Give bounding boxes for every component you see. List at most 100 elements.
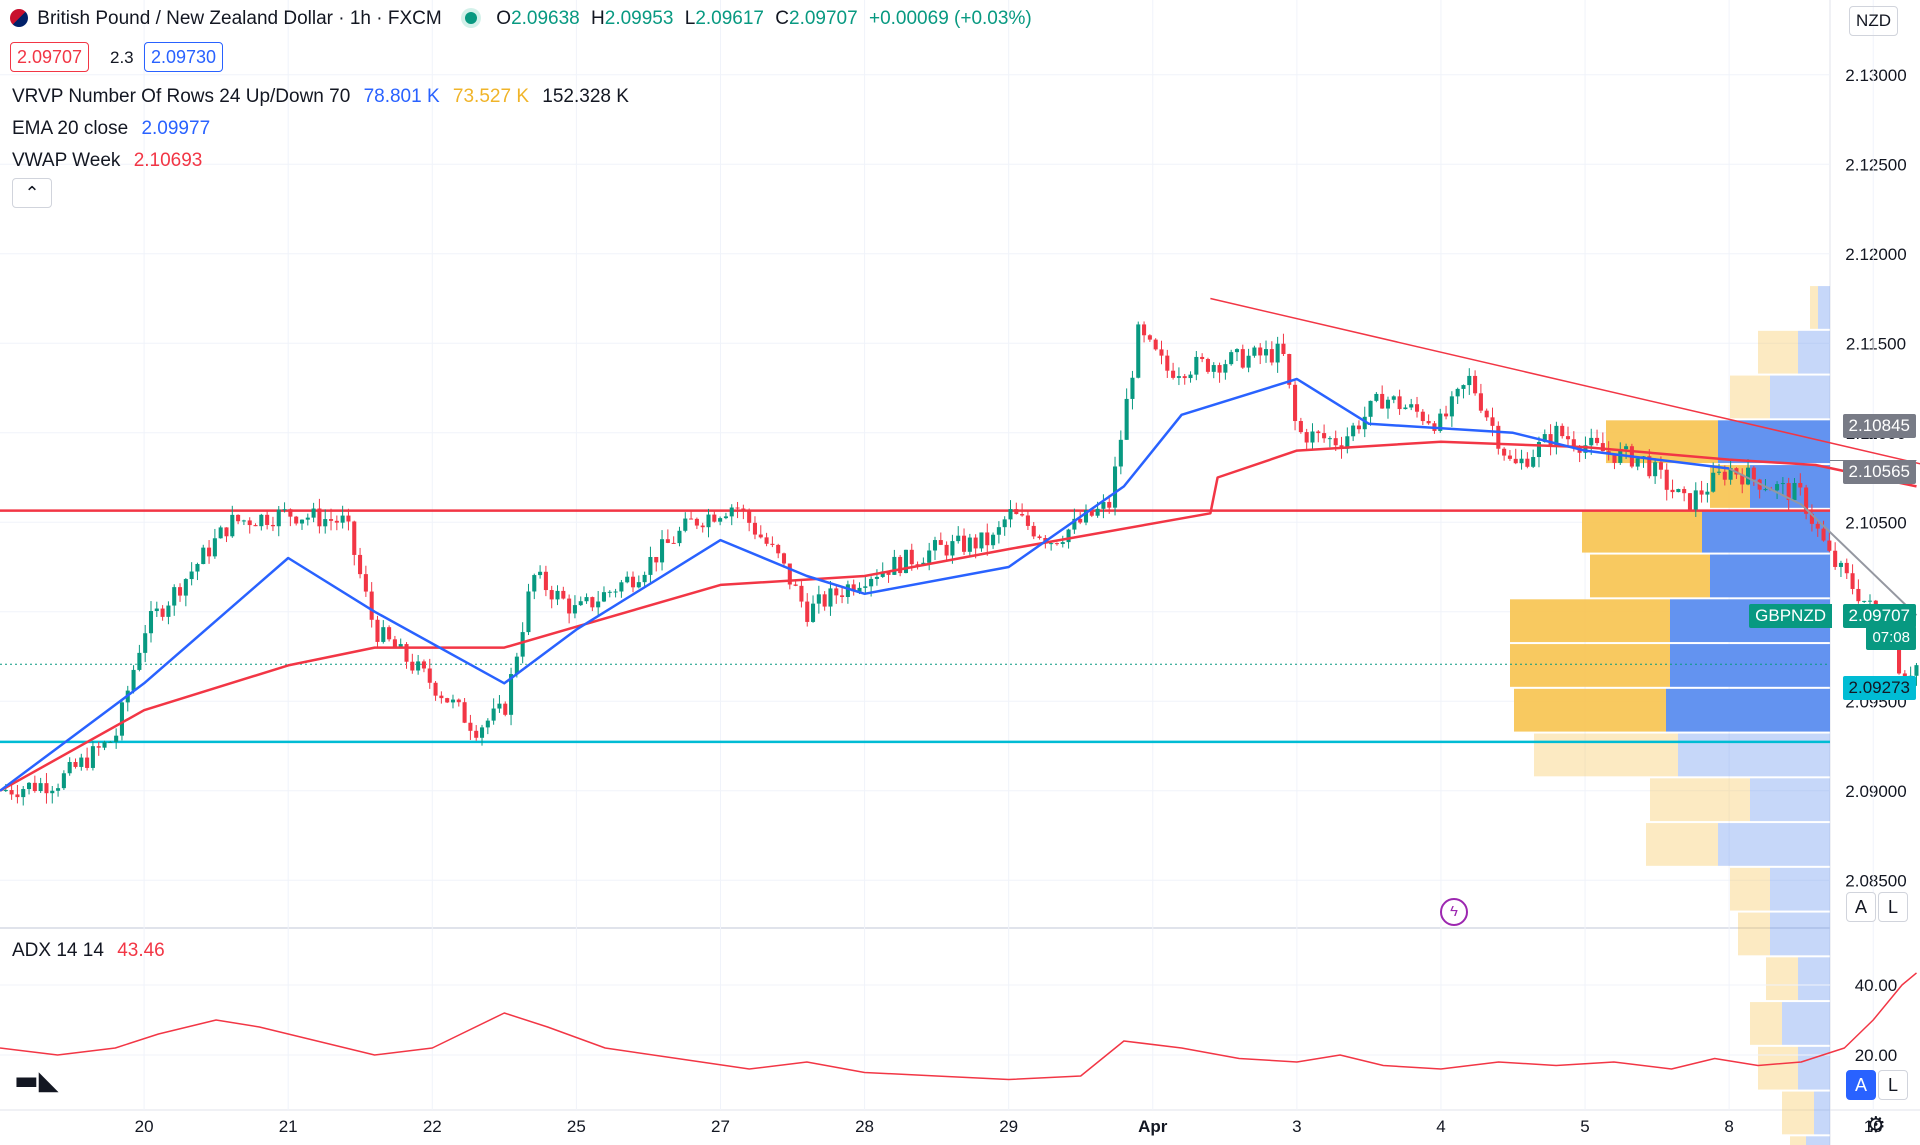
candle-body [1699, 490, 1704, 495]
candle-body [636, 582, 641, 588]
candle-body [1525, 458, 1530, 467]
support-price-tag: 2.09273 [1842, 676, 1916, 700]
candle-body [758, 534, 763, 538]
candle-body [1589, 437, 1594, 446]
candle-body [863, 586, 868, 588]
volume-profile-up-bar [1718, 420, 1830, 464]
candle-body [694, 518, 699, 526]
candle-body [1722, 471, 1727, 480]
currency-selector[interactable]: NZD [1849, 6, 1898, 36]
candle-body [119, 702, 124, 736]
candle-body [996, 527, 1001, 535]
candle-body [1136, 324, 1141, 378]
candle-body [334, 520, 339, 523]
candle-body [328, 519, 334, 521]
time-axis-label: 21 [279, 1117, 298, 1136]
candle-body [1862, 600, 1867, 602]
candle-body [1066, 529, 1071, 543]
candle-body [822, 594, 827, 607]
candle-body [1565, 436, 1571, 440]
candle-body [1124, 398, 1129, 440]
vwap-legend[interactable]: VWAP Week 2.10693 [12, 150, 203, 171]
candle-body [1385, 399, 1391, 409]
ema-legend[interactable]: EMA 20 close 2.09977 [12, 118, 211, 139]
candle-body [247, 520, 252, 526]
candle-body [1809, 513, 1814, 524]
ema20-line-latest [1728, 467, 1918, 617]
candle-body [392, 639, 397, 648]
candle-body [1345, 436, 1350, 449]
candle-body [1362, 416, 1367, 430]
price-axis-label: 2.09000 [1845, 782, 1906, 801]
candle-body [358, 554, 363, 575]
candle-body [427, 668, 432, 683]
candle-body [1380, 393, 1385, 409]
candle-body [1554, 425, 1559, 446]
candle-body [1083, 510, 1089, 523]
candle-body [27, 782, 32, 790]
sell-button[interactable]: 2.09707 [10, 42, 90, 72]
candle-body [1194, 356, 1199, 375]
candle-body [143, 633, 148, 653]
vrvp-legend[interactable]: VRVP Number Of Rows 24 Up/Down 70 78.801… [12, 86, 629, 107]
adx-log-scale-button[interactable]: L [1878, 1070, 1908, 1100]
adx-legend[interactable]: ADX 14 14 43.46 [12, 940, 165, 961]
symbol-title[interactable]: British Pound / New Zealand Dollar · 1h … [37, 8, 442, 29]
candle-body [613, 591, 618, 593]
adx-auto-scale-button[interactable]: A [1846, 1070, 1876, 1100]
volume-profile-down-bar [1730, 867, 1770, 911]
flag-icon [10, 9, 28, 27]
vwap-line [0, 440, 1917, 792]
candle-body [276, 509, 281, 527]
ohlc-high: H2.09953 [591, 8, 674, 29]
candle-body [387, 627, 392, 640]
candle-body [73, 762, 78, 767]
candle-body [15, 794, 20, 798]
candle-body [1542, 434, 1547, 442]
time-axis-label: 28 [855, 1117, 874, 1136]
auto-scale-button[interactable]: A [1846, 892, 1876, 922]
candle-body [967, 537, 972, 552]
lightning-icon[interactable]: ϟ [1440, 898, 1468, 926]
candle-body [1664, 469, 1669, 490]
candle-body [1072, 518, 1077, 530]
candle-body [1775, 484, 1780, 491]
candle-body [1310, 431, 1315, 443]
volume-profile-down-bar [1766, 957, 1798, 1001]
candle-body [1322, 433, 1327, 439]
candle-body [770, 543, 775, 545]
volume-profile-up-bar [1806, 1136, 1830, 1145]
candle-body [532, 575, 537, 592]
time-axis-label: 20 [135, 1117, 154, 1136]
collapse-legend-button[interactable]: ⌃ [12, 178, 52, 208]
buy-button[interactable]: 2.09730 [144, 42, 224, 72]
volume-profile-up-bar [1770, 912, 1830, 956]
settings-gear-icon[interactable]: ⚙ [1866, 1112, 1886, 1137]
candle-body [509, 674, 514, 715]
log-scale-button[interactable]: L [1878, 892, 1908, 922]
candle-body [927, 550, 932, 563]
candle-body [421, 661, 426, 669]
candle-body [1827, 540, 1832, 551]
candle-body [834, 588, 839, 596]
candle-body [1107, 501, 1112, 508]
candle-body [1455, 388, 1460, 397]
candle-body [166, 605, 171, 617]
candle-body [1420, 411, 1425, 422]
candle-body [433, 682, 438, 696]
volume-profile-down-bar [1782, 1091, 1814, 1135]
candle-body [1658, 462, 1663, 470]
candle-body [1780, 483, 1785, 485]
time-axis-label: 27 [711, 1117, 730, 1136]
candle-body [259, 514, 264, 527]
candle-body [1130, 377, 1135, 399]
candle-body [160, 608, 165, 617]
candle-body [1513, 458, 1518, 464]
time-axis-label: 10 [1864, 1117, 1883, 1136]
candle-body [369, 591, 374, 620]
candle-body [1838, 562, 1843, 567]
candle-body [479, 727, 485, 738]
volume-profile-up-bar [1798, 1046, 1830, 1090]
candle-body [172, 587, 177, 606]
